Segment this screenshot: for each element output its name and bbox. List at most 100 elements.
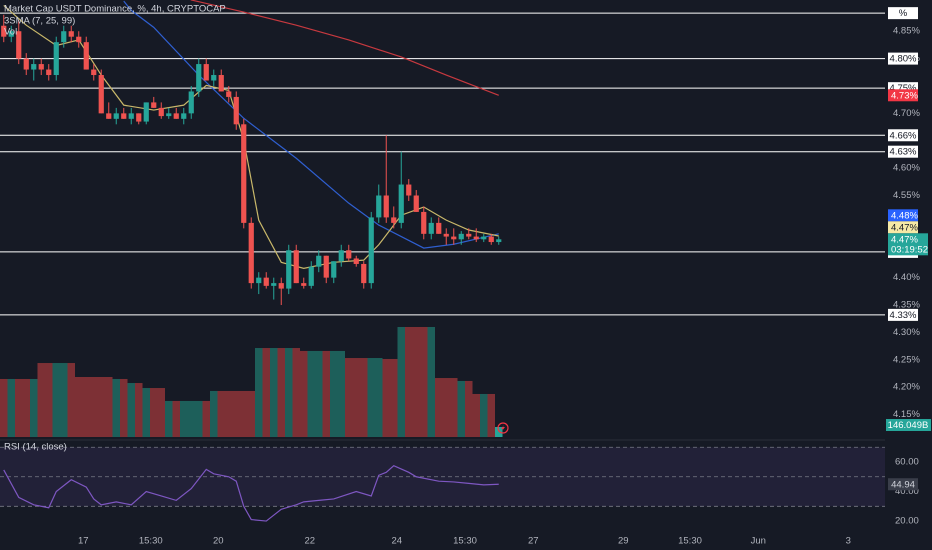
- candle-body: [188, 91, 194, 114]
- candle-body: [23, 58, 29, 70]
- moving-average: [123, 0, 499, 249]
- volume-bar: [202, 400, 210, 437]
- volume-bar: [67, 363, 75, 437]
- volume-bar: [412, 326, 420, 437]
- volume-bar: [7, 378, 15, 437]
- candle-body: [346, 250, 352, 259]
- rsi-title: RSI (14, close): [4, 442, 67, 453]
- volume-bar: [195, 400, 203, 437]
- level-label-box: [888, 7, 918, 20]
- candle-body: [391, 217, 397, 223]
- volume-bar: [322, 350, 330, 437]
- x-tick-label: 15:30: [139, 536, 163, 547]
- volume-title: Vol: [4, 27, 17, 38]
- volume-bar: [255, 348, 263, 437]
- x-tick-label: 24: [391, 536, 402, 547]
- candle-body: [16, 31, 22, 59]
- price-label: 4.48%: [891, 210, 918, 221]
- candle-body: [331, 261, 337, 278]
- price-label: 4.47%: [891, 222, 918, 233]
- volume-bar: [345, 358, 353, 437]
- countdown-timer: 03:19:52: [891, 244, 928, 255]
- volume-bar: [90, 376, 98, 437]
- volume-bar: [45, 363, 53, 437]
- candle-body: [211, 75, 217, 81]
- volume-bar: [37, 363, 45, 437]
- candle-body: [451, 236, 457, 240]
- candle-body: [61, 31, 67, 43]
- volume-bar: [60, 363, 68, 437]
- volume-bar: [75, 376, 83, 437]
- volume-bar: [330, 350, 338, 437]
- volume-bar: [15, 378, 23, 437]
- candle-body: [91, 69, 97, 76]
- rsi-tick-label: 60.00: [895, 457, 919, 468]
- volume-bar: [300, 350, 308, 437]
- candle-body: [46, 69, 52, 76]
- volume-bar: [150, 388, 158, 437]
- volume-bar: [442, 378, 450, 437]
- candle-body: [38, 64, 44, 70]
- moving-average: [3, 5, 499, 269]
- volume-bar: [165, 400, 173, 437]
- candle-body: [181, 113, 187, 119]
- x-tick-label: 27: [528, 536, 539, 547]
- candle-body: [436, 222, 442, 234]
- candle-body: [98, 75, 104, 114]
- chart-title: Market Cap USDT Dominance, %, 4h, CRYPTO…: [4, 4, 226, 15]
- volume-bar: [292, 348, 300, 437]
- level-label: 4.80%: [890, 54, 917, 65]
- candle-body: [428, 222, 434, 234]
- volume-bar: [112, 378, 120, 437]
- indicator-title: 3SMA (7, 25, 99): [4, 16, 75, 27]
- y-tick-label: 4.40%: [893, 272, 920, 283]
- volume-bar: [420, 326, 428, 437]
- candle-body: [406, 184, 412, 196]
- volume-bar: [105, 376, 113, 437]
- price-label-box: [888, 209, 918, 222]
- candle-body: [481, 236, 487, 240]
- volume-bar: [360, 358, 368, 437]
- volume-bar: [210, 390, 218, 437]
- x-tick-label: 17: [78, 536, 89, 547]
- volume-bar: [405, 326, 413, 437]
- candle-body: [488, 236, 494, 243]
- candle-body: [233, 96, 239, 125]
- level-label: 4.63%: [890, 147, 917, 158]
- volume-bar: [142, 388, 150, 437]
- y-tick-label: 4.70%: [893, 108, 920, 119]
- candle-body: [151, 102, 157, 108]
- candle-body: [83, 42, 89, 70]
- candle-body: [316, 255, 322, 267]
- candle-body: [241, 124, 247, 223]
- y-tick-label: 4.55%: [893, 190, 920, 201]
- moving-average: [190, 0, 499, 96]
- candle-body: [173, 113, 179, 119]
- price-label-box: [888, 233, 928, 256]
- volume-bar: [495, 426, 503, 437]
- volume-bar: [0, 378, 8, 437]
- candle-body: [166, 113, 172, 117]
- volume-bar: [457, 380, 465, 437]
- volume-bar: [315, 350, 323, 437]
- candle-body: [68, 31, 74, 37]
- candle-body: [368, 217, 374, 284]
- candle-body: [338, 250, 344, 262]
- candle-body: [473, 236, 479, 240]
- candle-body: [353, 258, 359, 264]
- level-label: 4.66%: [890, 130, 917, 141]
- volume-bar: [352, 358, 360, 437]
- volume-bar: [225, 390, 233, 437]
- volume-bar: [172, 400, 180, 437]
- level-label: 4.33%: [890, 310, 917, 321]
- volume-bar: [22, 378, 30, 437]
- price-label: 4.73%: [891, 90, 918, 101]
- candle-body: [496, 239, 502, 243]
- alert-icon[interactable]: [497, 422, 509, 434]
- volume-bar: [375, 358, 383, 437]
- candle-body: [413, 195, 419, 212]
- y-tick-label: 4.25%: [893, 354, 920, 365]
- candle-body: [293, 250, 299, 284]
